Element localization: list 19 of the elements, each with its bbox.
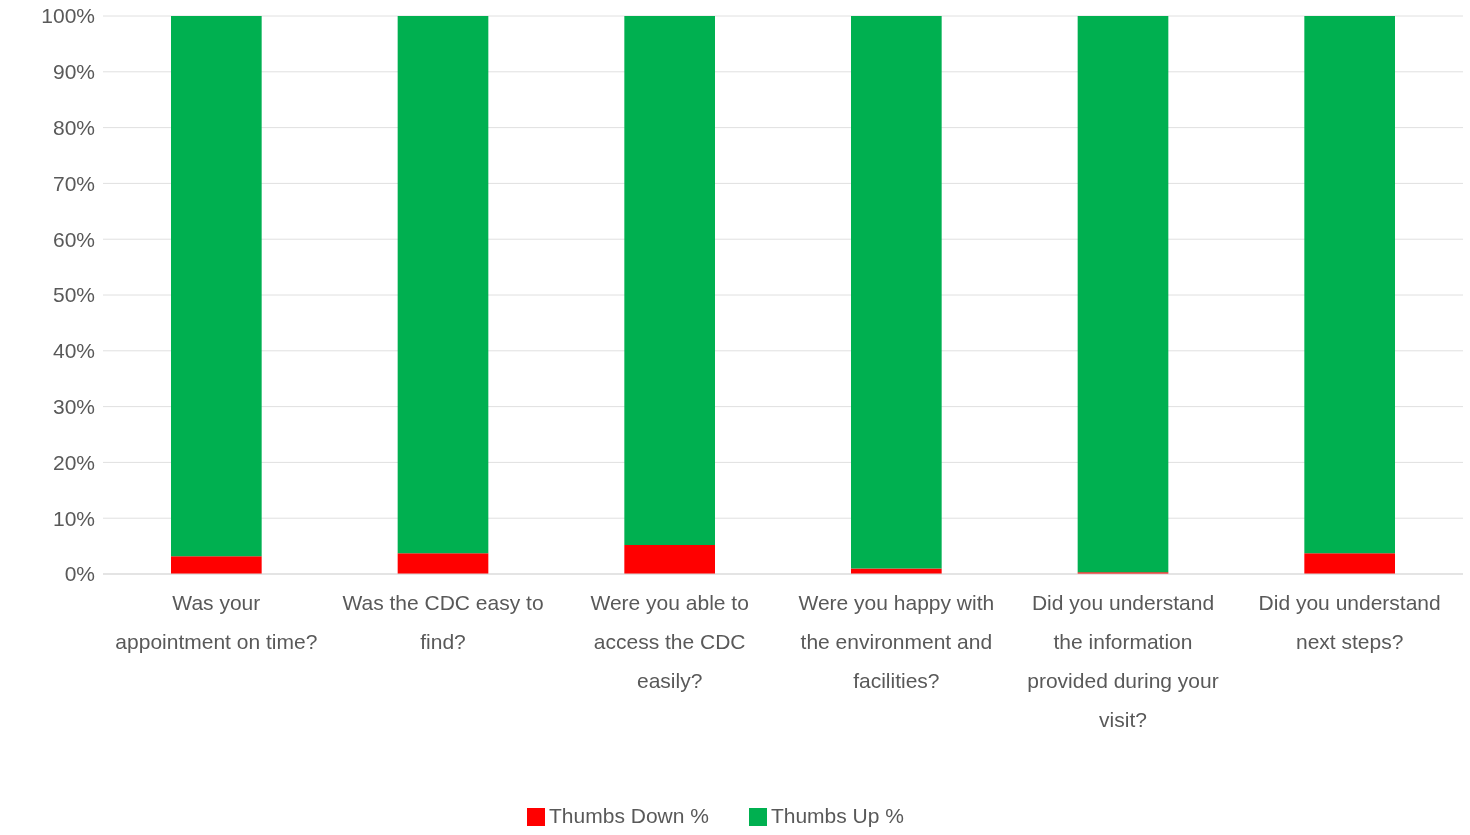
y-tick-label: 0% bbox=[64, 562, 95, 586]
y-tick-label: 40% bbox=[52, 339, 95, 363]
legend-label: Thumbs Up % bbox=[770, 804, 904, 827]
x-tick-label: Did you understand next steps? bbox=[1258, 591, 1441, 653]
x-tick-label: Was the CDC easy to find? bbox=[342, 591, 544, 653]
y-tick-label: 50% bbox=[52, 283, 95, 307]
y-tick-label: 100% bbox=[41, 4, 95, 28]
legend-label: Thumbs Down % bbox=[549, 804, 709, 827]
y-tick-label: 30% bbox=[52, 395, 95, 419]
y-tick-label: 70% bbox=[52, 171, 95, 195]
y-tick-label: 20% bbox=[52, 450, 95, 474]
y-tick-label: 10% bbox=[52, 506, 95, 530]
y-tick-label: 90% bbox=[52, 60, 95, 84]
x-tick-label: Were you able to access the CDC easily? bbox=[590, 591, 749, 692]
y-tick-label: 80% bbox=[52, 116, 95, 140]
x-tick-label: Was your appointment on time? bbox=[115, 591, 318, 653]
x-tick-label: Were you happy with the environment and facilities? bbox=[798, 591, 995, 692]
y-tick-label: 60% bbox=[52, 227, 95, 251]
x-tick-label: Did you understand the information provided during your visit? bbox=[1027, 591, 1219, 731]
